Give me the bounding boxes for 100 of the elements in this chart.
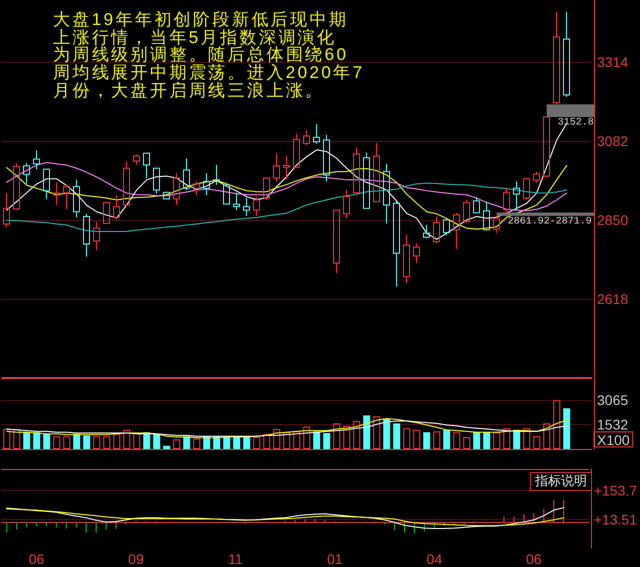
candlestick <box>553 11 560 105</box>
annotation: 大盘19年年初创阶段新低后现中期 <box>53 10 350 29</box>
candlestick <box>393 200 400 288</box>
bar <box>513 430 520 449</box>
candlestick <box>13 162 20 211</box>
x-tick-label: 06 <box>526 551 542 567</box>
bar <box>83 435 90 449</box>
candlestick <box>103 201 110 224</box>
candlestick <box>493 215 500 234</box>
candlestick <box>23 162 30 184</box>
candlestick <box>63 184 70 210</box>
bar <box>93 436 100 449</box>
candlestick <box>83 213 90 258</box>
bar <box>243 437 250 449</box>
bar <box>473 432 480 449</box>
bar <box>233 437 240 449</box>
candlestick <box>463 199 470 224</box>
bar <box>283 432 290 449</box>
bar <box>113 434 120 449</box>
candlestick <box>3 192 10 228</box>
candlestick <box>323 134 330 182</box>
bar <box>483 432 490 449</box>
bar <box>43 434 50 449</box>
candlestick <box>423 224 430 239</box>
bar <box>53 436 60 449</box>
candlestick <box>143 152 150 179</box>
annotation: 周均线展开中期震荡。进入2020年7 <box>53 63 364 82</box>
bar <box>523 428 530 449</box>
candlestick <box>33 150 40 170</box>
candlestick <box>113 194 120 220</box>
bar <box>63 436 70 449</box>
x-tick-label: 09 <box>128 551 144 567</box>
bar <box>173 439 180 449</box>
bar <box>263 434 270 449</box>
candlestick <box>403 234 410 284</box>
bar <box>133 433 140 449</box>
candlestick <box>333 210 340 274</box>
bar <box>363 415 370 449</box>
x-tick-label: 06 <box>28 551 45 567</box>
bar <box>423 432 430 449</box>
x-tick-label: 04 <box>426 551 442 567</box>
candlestick <box>183 158 190 191</box>
candlestick <box>443 218 450 236</box>
bar <box>23 432 30 449</box>
y-tick-label: 2618 <box>597 290 628 307</box>
bar <box>33 432 40 449</box>
candlestick <box>363 152 370 209</box>
band-label: 2861.92-2871.9 <box>508 216 592 228</box>
bar <box>313 431 320 449</box>
candlestick <box>373 142 380 202</box>
y-tick-label: 2850 <box>597 212 628 228</box>
bar <box>323 433 330 449</box>
candlestick <box>543 116 550 178</box>
line-series <box>6 162 568 212</box>
candlestick <box>523 178 530 200</box>
candlestick <box>473 196 480 214</box>
candlestick <box>163 191 170 200</box>
bar <box>463 437 470 449</box>
bar <box>553 400 560 449</box>
band-label: 3152.8 <box>558 117 594 128</box>
candlestick <box>303 130 310 146</box>
candlestick <box>513 181 520 211</box>
bar <box>293 431 300 449</box>
y-tick-label: 3082 <box>597 133 628 150</box>
candlestick <box>353 146 360 194</box>
bar <box>403 428 410 449</box>
candlestick <box>563 11 570 98</box>
y-tick-label: 3065 <box>597 392 628 408</box>
candlestick <box>413 242 420 264</box>
candlestick <box>133 154 140 166</box>
bar <box>13 429 20 449</box>
annotation: 月份，大盘开启周线三浪上涨。 <box>53 80 326 100</box>
bar <box>533 436 540 449</box>
annotation: 为周线级别调整。随后总体围绕60 <box>53 45 348 64</box>
bar <box>543 423 550 449</box>
candlestick <box>313 124 320 144</box>
bar <box>503 428 510 449</box>
candlestick <box>213 164 220 186</box>
bar <box>3 429 10 449</box>
annotation: 上涨行情，当年5月指数深调演化 <box>53 28 338 47</box>
y-tick-label: 1532 <box>597 416 628 433</box>
candlestick <box>53 182 60 206</box>
y-tick-label: +13.51 <box>594 512 638 528</box>
y-tick-label: +153.7 <box>594 482 638 499</box>
bar <box>183 436 190 449</box>
candlestick <box>343 190 350 219</box>
bar <box>443 430 450 449</box>
bar <box>433 431 440 449</box>
bar <box>193 438 200 449</box>
bar <box>343 426 350 449</box>
bar <box>333 423 340 449</box>
candlestick <box>223 184 230 204</box>
candlestick <box>233 192 240 211</box>
x-tick-label: 01 <box>327 551 343 567</box>
bar <box>383 418 390 449</box>
candlestick <box>73 179 80 218</box>
candlestick <box>153 167 160 194</box>
candlestick <box>283 156 290 180</box>
bar <box>353 421 360 449</box>
candlestick <box>433 216 440 244</box>
